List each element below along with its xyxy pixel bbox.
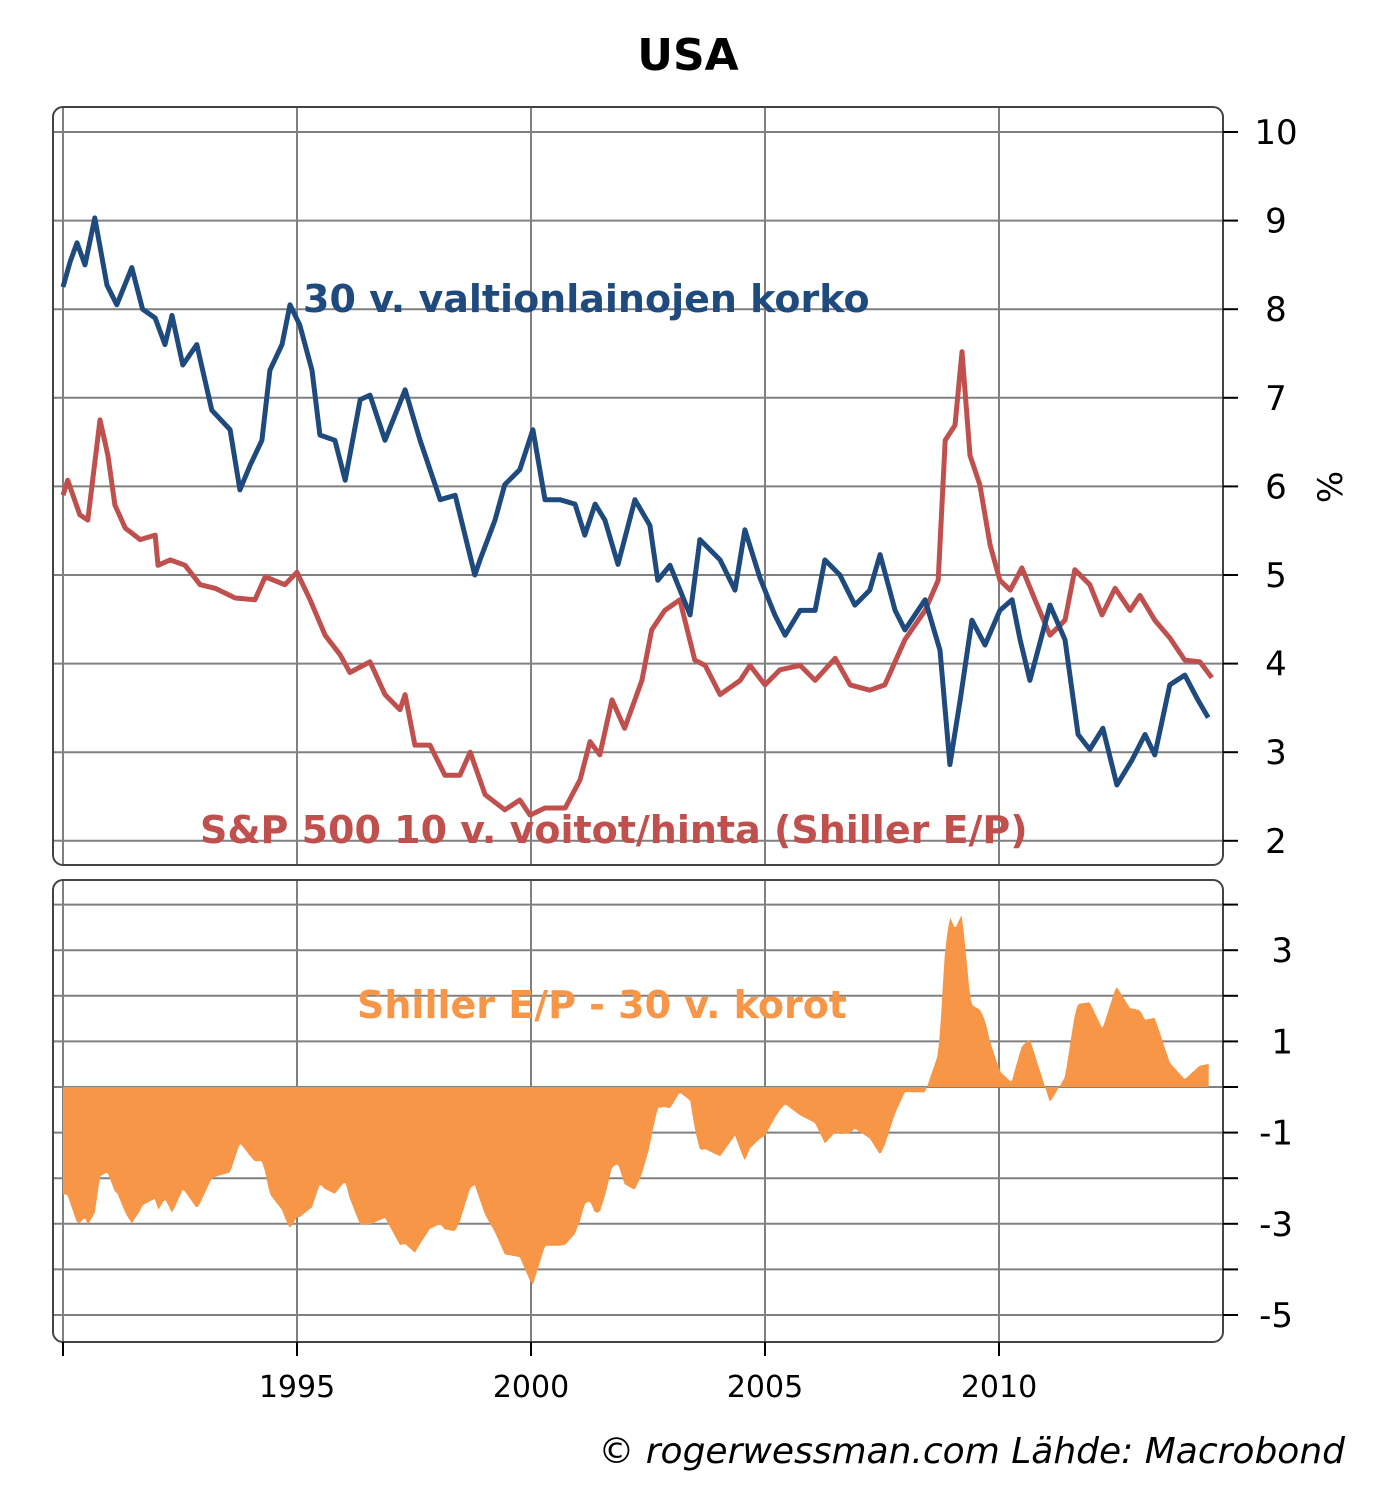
x-tick-label: 2010 <box>961 1370 1037 1405</box>
y-tick-label: 3 <box>1271 931 1293 971</box>
bottom-panel-frame <box>52 879 1224 1343</box>
y-tick-label: -3 <box>1259 1205 1293 1245</box>
x-tick-label: 1995 <box>259 1370 335 1405</box>
y-axis-label: % <box>1311 471 1351 503</box>
y-tick-label: 8 <box>1265 290 1287 330</box>
y-tick-label: 5 <box>1265 556 1287 596</box>
x-tick-label: 2005 <box>727 1370 803 1405</box>
chart-title: USA <box>637 30 738 81</box>
y-tick-label: 9 <box>1265 202 1287 242</box>
top-panel-grid <box>53 107 1223 865</box>
ep-series-label: S&P 500 10 v. voitot/hinta (Shiller E/P) <box>200 808 1028 852</box>
x-tick-label: 2000 <box>493 1370 569 1405</box>
y-tick-label: 3 <box>1265 733 1287 773</box>
y-tick-label: 1 <box>1271 1022 1293 1062</box>
y-tick-label: 10 <box>1254 113 1297 153</box>
series-line-shiller-ep <box>60 349 1214 818</box>
y-tick-label: -5 <box>1259 1296 1293 1336</box>
series-line-30y-yield <box>60 215 1211 788</box>
y-tick-label: 2 <box>1265 822 1287 862</box>
spread-series-label: Shiller E/P - 30 v. korot <box>357 983 847 1027</box>
footer-source: © rogerwessman.com Lähde: Macrobond <box>598 1431 1346 1472</box>
y-tick-label: 4 <box>1265 645 1287 685</box>
yield-series-label: 30 v. valtionlainojen korko <box>303 277 870 321</box>
spread-area <box>63 915 1209 1285</box>
y-tick-label: -1 <box>1259 1114 1293 1154</box>
y-tick-label: 6 <box>1265 467 1287 507</box>
y-tick-label: 7 <box>1265 379 1287 419</box>
